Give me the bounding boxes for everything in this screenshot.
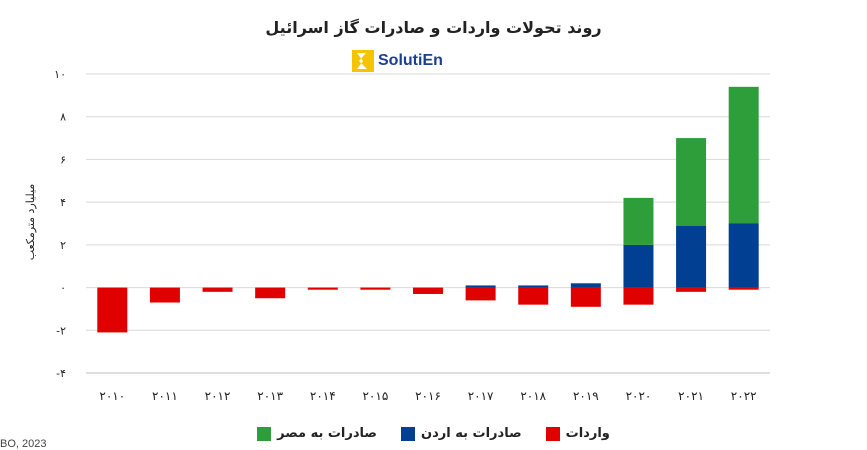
legend-swatch bbox=[257, 426, 272, 441]
x-tick-label: ۲۰۱۳ bbox=[257, 389, 283, 403]
legend-label: واردات bbox=[565, 426, 610, 441]
bar-segment bbox=[728, 287, 759, 290]
legend-swatch bbox=[545, 426, 560, 441]
source-note: BO, 2023 bbox=[0, 438, 47, 450]
bar-segment bbox=[728, 223, 759, 288]
y-tick-label: ۴ bbox=[60, 196, 66, 209]
bar-segment bbox=[518, 287, 549, 305]
bar-segment bbox=[676, 225, 707, 288]
x-tick-label: ۲۰۲۱ bbox=[678, 389, 704, 403]
legend-item: صادرات به مصر bbox=[257, 426, 377, 441]
bar-segment bbox=[570, 287, 601, 307]
chart-plot: -۴ -۲ ۰ ۲ ۴ ۶ ۸ ۱۰ ۲۰۱۰ ۲۰۱۱ ۲۰۱۲ ۲۰۱۳ ۲۰۱۴ ۲۰۱۵ ۲۰۱۶ ۲… bbox=[54, 68, 770, 403]
logo-text: SolutiEn bbox=[378, 52, 443, 69]
solutien-logo-icon bbox=[352, 50, 374, 72]
bar-segment bbox=[623, 287, 654, 305]
y-tick-label: ۰ bbox=[60, 282, 66, 295]
x-tick-label: ۲۰۱۰ bbox=[99, 389, 125, 403]
legend-label: صادرات به مصر bbox=[277, 426, 377, 441]
x-tick-label: ۲۰۱۶ bbox=[415, 389, 441, 403]
bar-segment bbox=[202, 287, 233, 292]
bar-segment bbox=[623, 244, 654, 288]
legend-label: صادرات به اردن bbox=[421, 426, 522, 441]
bar-segment bbox=[307, 287, 338, 290]
x-tick-label: ۲۰۱۱ bbox=[152, 389, 178, 403]
bar-segment bbox=[465, 287, 496, 301]
solutien-logo: SolutiEn bbox=[352, 48, 443, 74]
bar-segment bbox=[623, 197, 654, 245]
bar-segment bbox=[360, 287, 391, 290]
bar-segment bbox=[465, 285, 496, 288]
x-tick-label: ۲۰۱۷ bbox=[468, 389, 494, 403]
y-tick-label: ۲ bbox=[60, 239, 66, 252]
bar-segment bbox=[413, 287, 443, 294]
x-tick-label: ۲۰۱۲ bbox=[205, 389, 231, 403]
y-tick-label: ۸ bbox=[60, 111, 66, 124]
legend-item: صادرات به اردن bbox=[401, 426, 522, 441]
x-tick-label: ۲۰۲۰ bbox=[626, 389, 652, 403]
bar-segment bbox=[676, 138, 707, 226]
x-tick-label: ۲۰۱۵ bbox=[362, 389, 388, 403]
bar-segment bbox=[149, 287, 180, 303]
x-tick-label: ۲۰۱۸ bbox=[520, 389, 546, 403]
y-tick-label: ۶ bbox=[60, 153, 66, 166]
y-tick-label: ۱۰ bbox=[54, 68, 66, 81]
x-tick-label: ۲۰۱۹ bbox=[573, 389, 599, 403]
x-tick-label: ۲۰۲۲ bbox=[731, 389, 757, 403]
bar-segment bbox=[676, 287, 707, 292]
bar-segment bbox=[97, 287, 128, 333]
y-axis-label: میلیارد مترمکعب bbox=[24, 183, 37, 261]
y-tick-label: -۴ bbox=[56, 367, 66, 380]
y-tick-label: -۲ bbox=[56, 324, 66, 337]
bar-segment bbox=[518, 285, 549, 288]
x-tick-label: ۲۰۱۴ bbox=[310, 389, 336, 403]
legend-item: واردات bbox=[545, 426, 610, 441]
bar-segment bbox=[570, 283, 601, 288]
chart-legend: صادرات به مصر صادرات به اردن واردات bbox=[0, 426, 867, 441]
bar-segment bbox=[728, 86, 759, 224]
bar-segment bbox=[255, 287, 286, 299]
chart-title: روند تحولات واردات و صادرات گاز اسرائیل bbox=[265, 18, 602, 37]
legend-swatch bbox=[401, 426, 415, 441]
